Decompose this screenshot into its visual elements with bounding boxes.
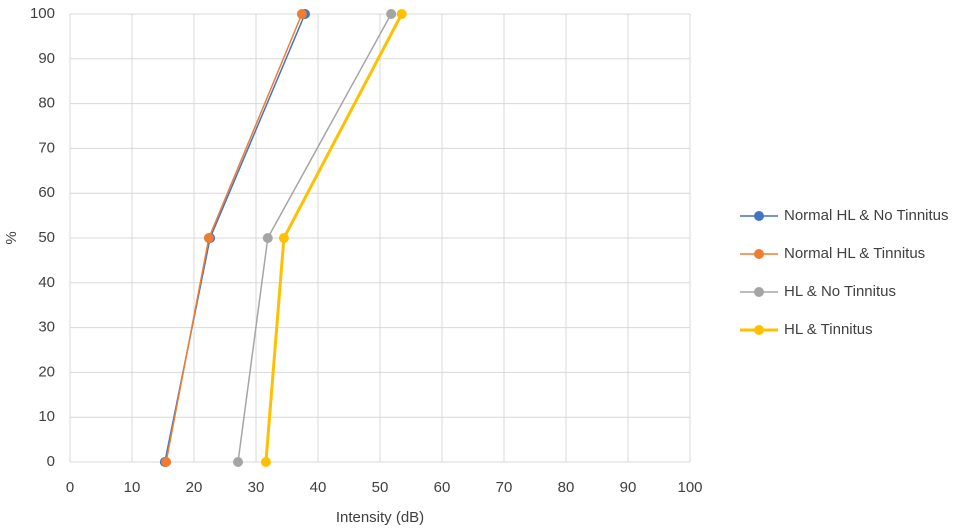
y-tick-label: 20 <box>38 363 55 380</box>
y-tick-label: 30 <box>38 319 55 336</box>
legend-marker <box>754 249 764 259</box>
data-point <box>203 233 214 243</box>
y-tick-label: 100 <box>30 5 55 22</box>
legend-label: Normal HL & Tinnitus <box>784 245 925 262</box>
y-tick-label: 10 <box>38 408 55 425</box>
y-tick-label: 40 <box>38 274 55 291</box>
legend-label: HL & No Tinnitus <box>784 283 896 300</box>
x-tick-label: 30 <box>248 479 265 496</box>
data-point <box>260 457 271 467</box>
legend-marker <box>754 287 764 297</box>
data-point <box>233 457 244 467</box>
x-axis-label: Intensity (dB) <box>336 509 424 526</box>
data-point <box>278 233 289 243</box>
x-tick-label: 0 <box>66 479 74 496</box>
y-tick-label: 80 <box>38 95 55 112</box>
y-axis-label: % <box>3 231 20 244</box>
legend-label: HL & Tinnitus <box>784 321 873 338</box>
x-tick-label: 70 <box>496 479 513 496</box>
y-tick-label: 90 <box>38 50 55 67</box>
data-point <box>161 457 172 467</box>
legend-marker <box>754 325 764 335</box>
y-tick-label: 70 <box>38 139 55 156</box>
data-point <box>386 9 397 19</box>
x-tick-label: 60 <box>434 479 451 496</box>
y-tick-label: 60 <box>38 184 55 201</box>
y-tick-label: 0 <box>47 453 55 470</box>
data-point <box>296 9 307 19</box>
x-tick-label: 10 <box>124 479 141 496</box>
data-point <box>396 9 407 19</box>
y-tick-label: 50 <box>38 229 55 246</box>
x-tick-label: 80 <box>558 479 575 496</box>
x-tick-label: 40 <box>310 479 327 496</box>
x-tick-label: 90 <box>620 479 637 496</box>
x-tick-label: 100 <box>677 479 702 496</box>
x-tick-label: 50 <box>372 479 389 496</box>
legend-label: Normal HL & No Tinnitus <box>784 207 949 224</box>
legend-marker <box>754 211 764 221</box>
data-point <box>262 233 273 243</box>
x-tick-label: 20 <box>186 479 203 496</box>
